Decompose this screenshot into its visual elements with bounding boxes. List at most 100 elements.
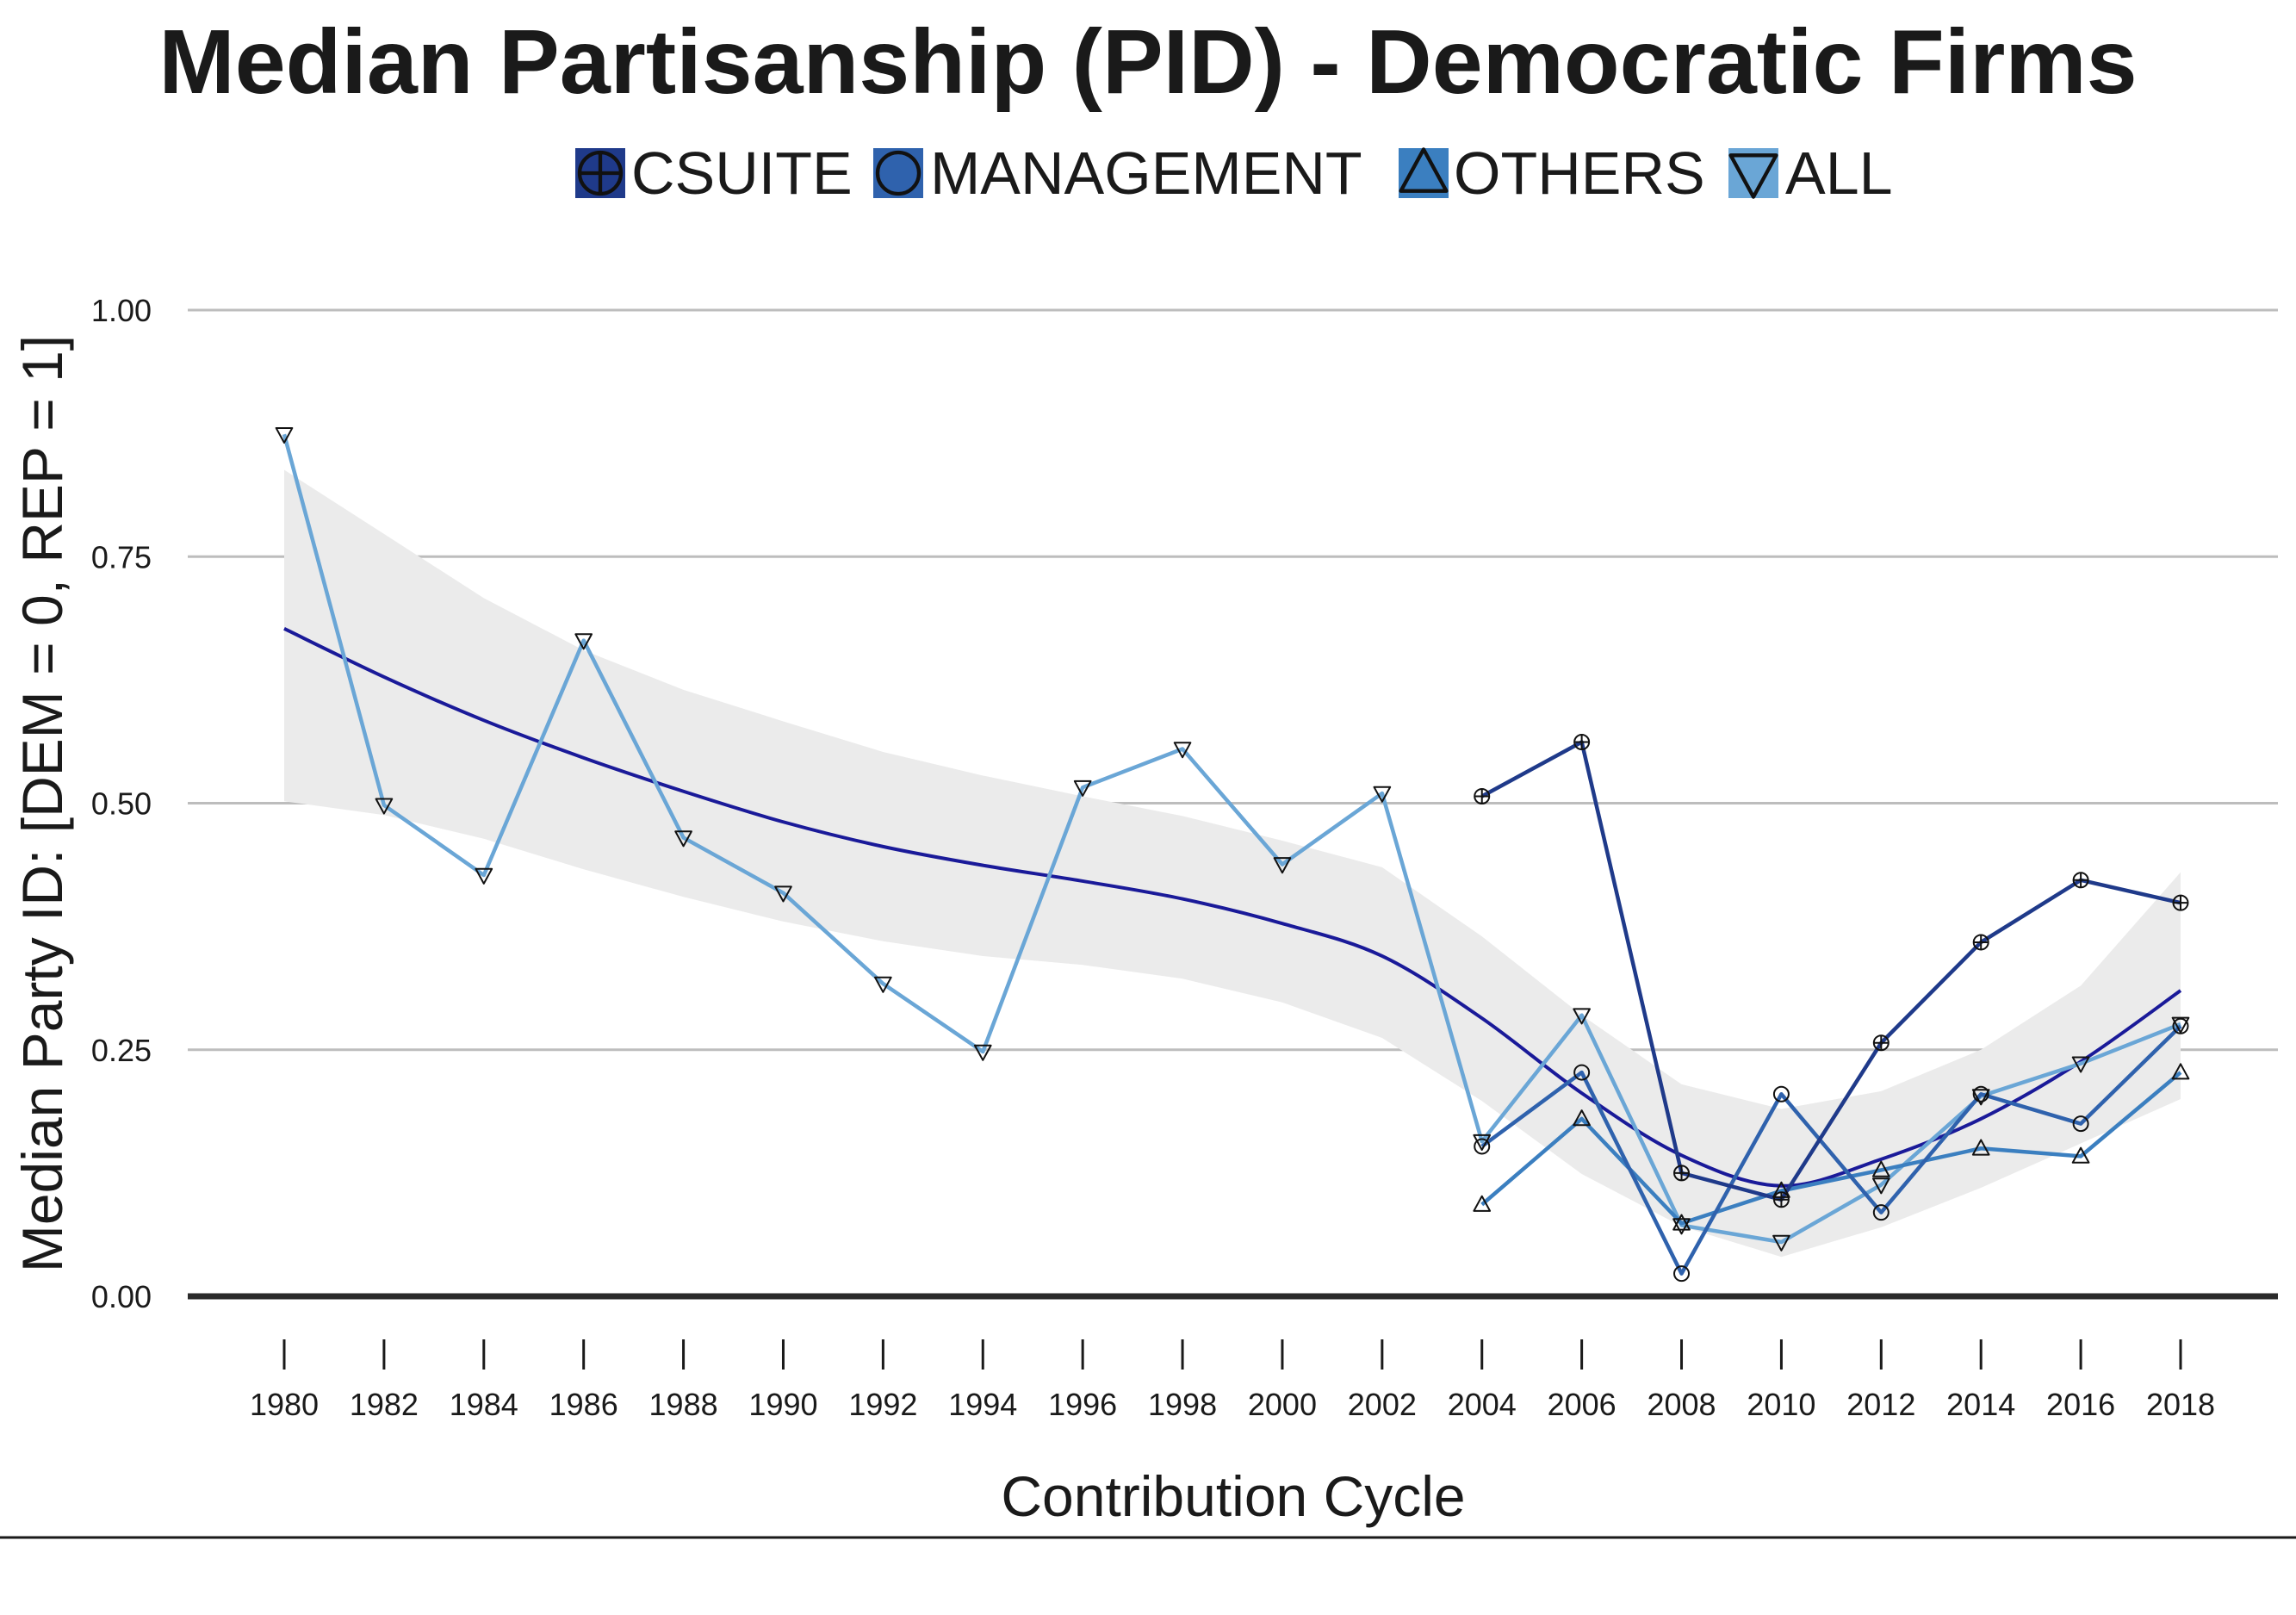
data-point-all [1573, 1008, 1591, 1025]
marker-shape [1373, 786, 1392, 803]
legend-item-management: MANAGEMENT [873, 140, 1362, 207]
x-tick-label: 1996 [1048, 1387, 1117, 1422]
chart-title: Median Partisanship (PID) - Democratic F… [158, 11, 2137, 113]
legend-swatch [873, 148, 923, 198]
data-point-csuite [1772, 1191, 1790, 1208]
x-tick-label: 2008 [1647, 1387, 1716, 1422]
marker-shape [1871, 1160, 1890, 1177]
marker-shape [1728, 153, 1778, 199]
series-line-others [1480, 1071, 2182, 1226]
trend-fit-line [283, 627, 2182, 1188]
x-tick-label: 1998 [1148, 1387, 1217, 1422]
data-point-all [1871, 1177, 1890, 1195]
marker-shape [875, 150, 922, 196]
marker-shape [1772, 1234, 1790, 1252]
data-point-others [1473, 1195, 1492, 1212]
data-point-csuite [1573, 734, 1591, 751]
data-point-all [1672, 1218, 1691, 1235]
data-point-all [1373, 786, 1392, 803]
series-markers [275, 426, 2190, 1283]
x-tick-label: 2000 [1248, 1387, 1317, 1422]
data-point-csuite [1474, 787, 1491, 804]
y-tick-label: 0.25 [91, 1033, 152, 1068]
marker-shape [1573, 1008, 1591, 1025]
data-point-management [1474, 1138, 1491, 1155]
trend-line [283, 627, 2182, 1188]
legend-marker [1399, 147, 1449, 193]
marker-shape [2171, 1063, 2190, 1080]
data-point-all [375, 798, 394, 815]
legend-marker [1728, 153, 1778, 199]
marker-shape [1972, 1085, 1989, 1103]
data-point-others [2071, 1146, 2090, 1164]
legend-item-all: ALL [1728, 140, 1893, 207]
data-point-management [2072, 1115, 2089, 1133]
data-point-others [1672, 1214, 1691, 1231]
data-point-others [1573, 1109, 1591, 1127]
data-point-all [475, 867, 493, 885]
x-tick-label: 2012 [1846, 1387, 1915, 1422]
marker-shape [774, 885, 792, 903]
data-point-management [2172, 1017, 2189, 1034]
marker-shape [874, 976, 892, 993]
x-tick-label: 1992 [848, 1387, 917, 1422]
data-point-all [1971, 1089, 1990, 1106]
marker-shape [2172, 1017, 2189, 1034]
data-point-all [1772, 1234, 1790, 1252]
data-point-all [1473, 1134, 1492, 1152]
marker-shape [1474, 1138, 1491, 1155]
marker-shape [375, 798, 394, 815]
data-point-all [2071, 1056, 2090, 1073]
marker-shape [1971, 1089, 1990, 1106]
marker-shape [1573, 1109, 1591, 1127]
x-tick-label: 2004 [1448, 1387, 1517, 1422]
data-point-all [774, 885, 792, 903]
data-point-csuite [2072, 872, 2089, 889]
marker-shape [973, 1044, 992, 1061]
y-tick-label: 0.50 [91, 786, 152, 822]
marker-shape [2072, 1115, 2089, 1133]
marker-shape [475, 867, 493, 885]
marker-shape [1872, 1204, 1890, 1221]
marker-shape [1672, 1214, 1691, 1231]
legend-item-csuite: CSUITE [575, 140, 853, 207]
marker-shape [275, 426, 294, 444]
data-point-all [574, 633, 593, 650]
data-point-management [1772, 1085, 1790, 1103]
data-point-all [1173, 742, 1192, 759]
y-tick-label: 0.00 [91, 1279, 152, 1314]
marker-shape [1473, 1134, 1492, 1152]
x-tick-label: 1986 [549, 1387, 618, 1422]
data-point-management [1673, 1265, 1691, 1283]
series-line-management [1480, 1024, 2182, 1276]
legend-label: OTHERS [1454, 140, 1705, 207]
x-axis-title: Contribution Cycle [1001, 1464, 1465, 1528]
x-tick-label: 1994 [948, 1387, 1017, 1422]
marker-shape [1871, 1177, 1890, 1195]
data-point-management [1872, 1204, 1890, 1221]
x-tick-label: 2018 [2146, 1387, 2215, 1422]
data-point-csuite [1872, 1034, 1890, 1052]
legend-marker [875, 150, 922, 196]
series-line-csuite [1480, 740, 2181, 1202]
x-tick-label: 2016 [2046, 1387, 2115, 1422]
x-tick-label: 2006 [1548, 1387, 1617, 1422]
legend-marker [577, 150, 624, 196]
x-tick-label: 1984 [450, 1387, 518, 1422]
marker-shape [1473, 1195, 1492, 1212]
data-point-others [2171, 1063, 2190, 1080]
legend-label: MANAGEMENT [930, 140, 1362, 207]
data-point-all [1273, 857, 1292, 874]
data-point-all [1073, 780, 1092, 797]
legend-label: ALL [1785, 140, 1893, 207]
x-tick-label: 1980 [250, 1387, 319, 1422]
y-axis-title: Median Party ID: [DEM = 0, REP = 1] [10, 335, 74, 1272]
x-tick-label: 2010 [1747, 1387, 1815, 1422]
data-point-others [1971, 1139, 1990, 1156]
data-point-all [973, 1044, 992, 1061]
x-tick-label: 2002 [1348, 1387, 1417, 1422]
data-point-csuite [2172, 894, 2189, 911]
marker-shape [1399, 147, 1449, 193]
